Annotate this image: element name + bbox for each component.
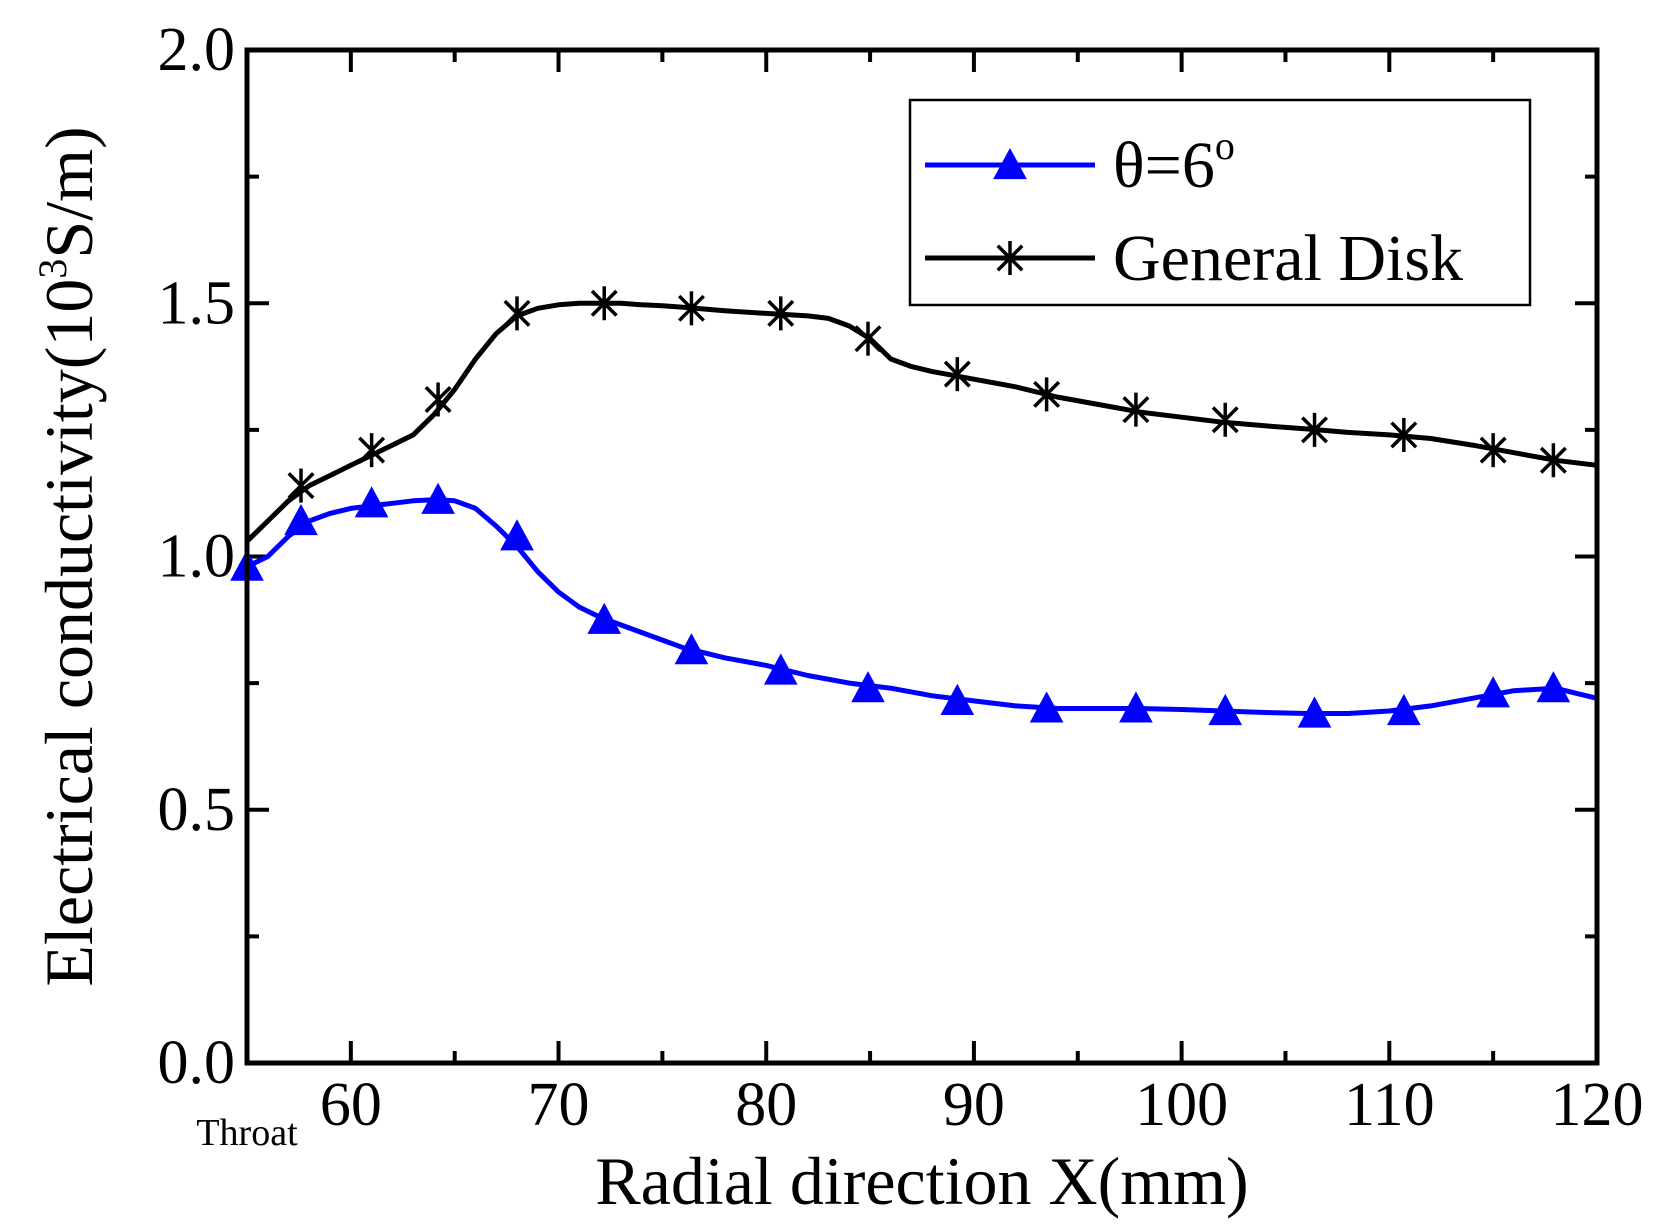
triangle-marker: [1029, 691, 1064, 723]
x-tick-label: 60: [320, 1071, 382, 1139]
x-tick-label: 120: [1551, 1071, 1644, 1139]
asterisk-stroke: [358, 436, 386, 464]
asterisk-marker: [590, 286, 618, 321]
series-line: [245, 497, 1598, 716]
asterisk-stroke: [424, 386, 452, 413]
asterisk-marker: [1539, 443, 1567, 478]
legend-box: [908, 98, 1532, 307]
series-layer: [230, 286, 1598, 728]
asterisk-stroke: [1539, 446, 1567, 474]
asterisk-stroke: [590, 289, 618, 317]
triangle-marker: [1297, 696, 1332, 728]
x-tick-label: 80: [735, 1071, 797, 1139]
legend-entry: General Disk: [925, 222, 1463, 295]
asterisk-stroke: [1301, 416, 1329, 444]
asterisk-marker: [677, 291, 705, 326]
triangle-marker: [1208, 693, 1243, 726]
asterisk-stroke: [854, 325, 882, 353]
series-general-disk: [245, 286, 1598, 544]
asterisk-marker: [1033, 377, 1061, 412]
throat-label: Throat: [196, 1112, 298, 1154]
legend-asterisk-marker: [996, 241, 1024, 275]
triangle-marker: [421, 482, 455, 514]
x-tick-label: 90: [943, 1071, 1005, 1139]
asterisk-marker: [854, 321, 882, 356]
asterisk-marker: [943, 357, 971, 392]
plot-frame: [244, 47, 1600, 1066]
triangle-marker: [940, 683, 975, 715]
asterisk-stroke: [1122, 396, 1150, 424]
asterisk-stroke: [287, 472, 315, 500]
series-line: [245, 300, 1598, 544]
asterisk-stroke: [1033, 380, 1061, 408]
asterisk-stroke: [996, 244, 1024, 272]
y-tick-label: 1.0: [158, 523, 236, 591]
y-axis-title-suffix: S/m): [31, 126, 107, 258]
legend-triangle-marker: [993, 147, 1027, 180]
legend-entry: θ=6o: [925, 123, 1235, 202]
x-tick-label: 110: [1344, 1071, 1435, 1139]
asterisk-stroke: [503, 299, 531, 327]
y-tick-label: 2.0: [158, 16, 236, 84]
triangle-marker: [851, 671, 885, 703]
asterisk-marker: [1301, 412, 1329, 447]
asterisk-marker: [503, 296, 531, 331]
triangle-marker: [354, 486, 389, 518]
tick-labels: 60 70 80 90 100 110 120 0.0 0.5 1.0 1.5 2.0: [158, 16, 1644, 1139]
asterisk-stroke: [1211, 406, 1239, 434]
asterisk-stroke: [1390, 421, 1418, 449]
x-axis-title: Radial direction X(mm): [595, 1143, 1248, 1219]
triangle-marker: [1536, 671, 1571, 703]
triangle-marker: [500, 519, 534, 551]
asterisk-marker: [287, 468, 315, 503]
legend-label-superscript: o: [1215, 123, 1235, 168]
y-axis-title-exponent: 3: [30, 259, 75, 279]
asterisk-marker: [1211, 402, 1239, 437]
asterisk-stroke: [1479, 436, 1507, 464]
triangle-marker: [1387, 693, 1421, 726]
asterisk-stroke: [767, 299, 795, 327]
legend-label: General Disk: [1113, 222, 1463, 295]
x-tick-label: 70: [528, 1071, 590, 1139]
y-axis-title: Electrical conductivity(103S/m): [30, 126, 107, 986]
asterisk-marker: [1479, 433, 1507, 468]
triangle-marker: [587, 602, 622, 634]
legend-label-text: θ=6: [1113, 129, 1215, 202]
triangle-marker: [674, 633, 709, 665]
legend: θ=6o General Disk: [908, 98, 1532, 307]
asterisk-marker: [358, 433, 386, 468]
y-tick-label: 1.5: [158, 269, 236, 337]
triangle-marker: [1476, 676, 1510, 708]
x-tick-label: 100: [1135, 1071, 1228, 1139]
legend-label-text: General Disk: [1113, 222, 1463, 295]
y-tick-label: 0.5: [158, 776, 236, 844]
triangle-marker: [284, 503, 318, 536]
asterisk-marker: [424, 382, 452, 417]
legend-label: θ=6o: [1113, 123, 1235, 202]
series-theta-6: [230, 482, 1598, 728]
asterisk-marker: [1390, 417, 1418, 452]
legend-entries: θ=6o General Disk: [925, 123, 1463, 295]
y-axis-title-prefix: Electrical conductivity(10: [31, 279, 107, 987]
asterisk-marker: [767, 296, 795, 331]
triangle-marker: [763, 653, 798, 685]
asterisk-marker: [1122, 392, 1150, 427]
triangle-marker: [1119, 691, 1153, 723]
asterisk-stroke: [943, 360, 971, 388]
asterisk-stroke: [677, 294, 705, 322]
y-tick-label: 0.0: [158, 1029, 236, 1097]
